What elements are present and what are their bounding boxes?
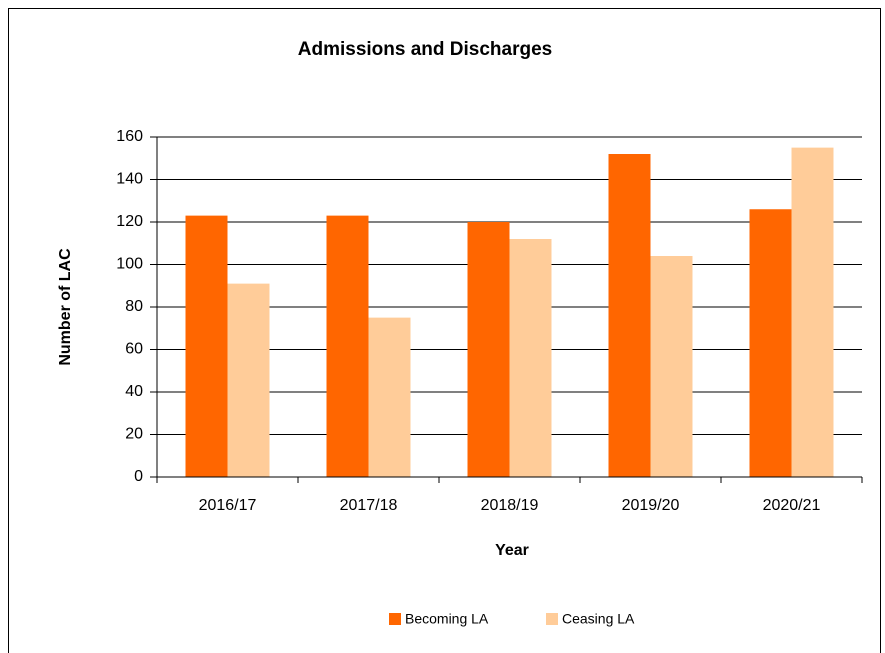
x-axis-label: Year: [495, 542, 529, 559]
bar: [608, 154, 651, 477]
y-tick-label: 20: [125, 426, 143, 443]
bar: [791, 147, 834, 477]
bar: [326, 215, 369, 477]
bar: [368, 317, 411, 477]
chart-title: Admissions and Discharges: [298, 39, 552, 60]
y-tick-label: 0: [134, 468, 143, 485]
y-tick-label: 100: [116, 256, 143, 273]
y-tick-label: 140: [116, 171, 143, 188]
legend-swatch: [389, 613, 401, 625]
x-tick-label: 2019/20: [622, 497, 680, 514]
chart-border: [8, 8, 881, 653]
legend-label: Ceasing LA: [562, 611, 635, 627]
y-tick-label: 60: [125, 341, 143, 358]
bar: [467, 222, 510, 477]
bar: [650, 256, 693, 477]
y-tick-label: 80: [125, 298, 143, 315]
x-tick-label: 2018/19: [481, 497, 539, 514]
y-tick-label: 160: [116, 128, 143, 145]
x-tick-label: 2020/21: [763, 497, 821, 514]
legend-label: Becoming LA: [405, 611, 489, 627]
legend-swatch: [546, 613, 558, 625]
y-tick-label: 40: [125, 383, 143, 400]
bar: [749, 209, 792, 477]
x-tick-label: 2017/18: [340, 497, 398, 514]
bar: [509, 239, 552, 477]
x-tick-label: 2016/17: [199, 497, 257, 514]
y-axis-label: Number of LAC: [57, 248, 74, 366]
bar: [227, 283, 270, 477]
y-tick-label: 120: [116, 213, 143, 230]
bar: [185, 215, 228, 477]
